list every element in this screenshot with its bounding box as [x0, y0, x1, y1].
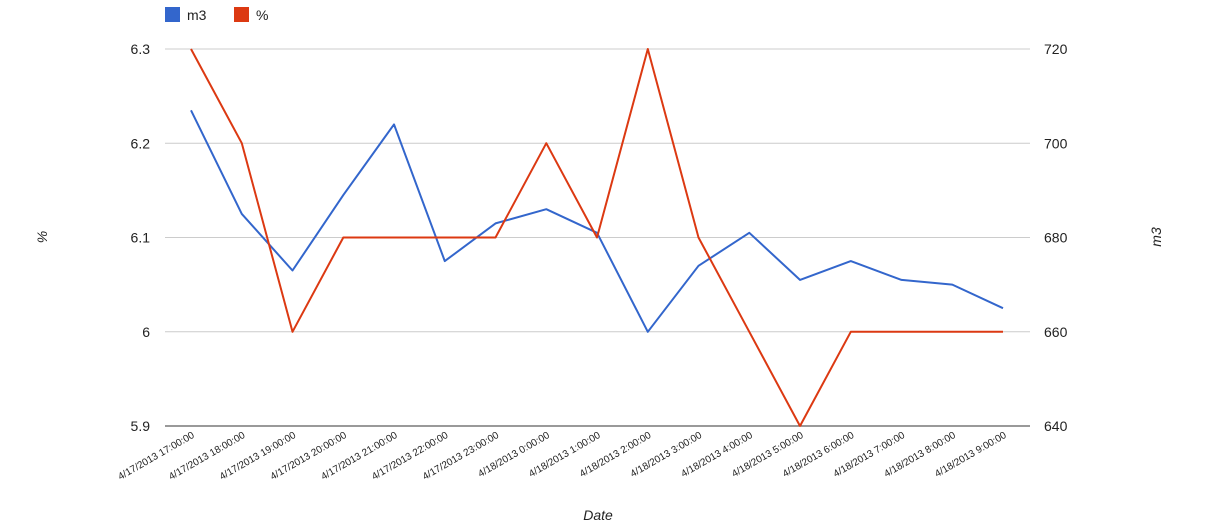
legend-label: m3: [187, 7, 207, 23]
left-tick-label: 6.1: [131, 230, 151, 246]
left-tick-label: 5.9: [131, 418, 151, 434]
legend-swatch: [165, 7, 180, 22]
series-line-percent: [190, 48, 1003, 427]
right-tick-label: 700: [1044, 135, 1068, 151]
legend-swatch: [234, 7, 249, 22]
legend-label: %: [256, 7, 268, 23]
right-axis: 720 700 680 660 640: [1044, 41, 1068, 434]
left-axis: 6.3 6.2 6.1 6 5.9: [131, 41, 151, 434]
x-axis-title: Date: [583, 507, 613, 523]
right-tick-label: 720: [1044, 41, 1068, 57]
left-tick-label: 6.2: [131, 135, 151, 151]
legend: m3%: [165, 7, 268, 23]
left-tick-label: 6.3: [131, 41, 151, 57]
right-tick-label: 640: [1044, 418, 1068, 434]
left-tick-label: 6: [142, 324, 150, 340]
left-axis-title: %: [34, 231, 50, 243]
x-axis: 4/17/2013 17:00:004/17/2013 18:00:004/17…: [116, 430, 1009, 483]
series-lines: [190, 48, 1004, 427]
right-tick-label: 680: [1044, 230, 1068, 246]
series-line-m3: [190, 109, 1004, 333]
right-axis-title: m3: [1148, 227, 1164, 247]
right-tick-label: 660: [1044, 324, 1068, 340]
